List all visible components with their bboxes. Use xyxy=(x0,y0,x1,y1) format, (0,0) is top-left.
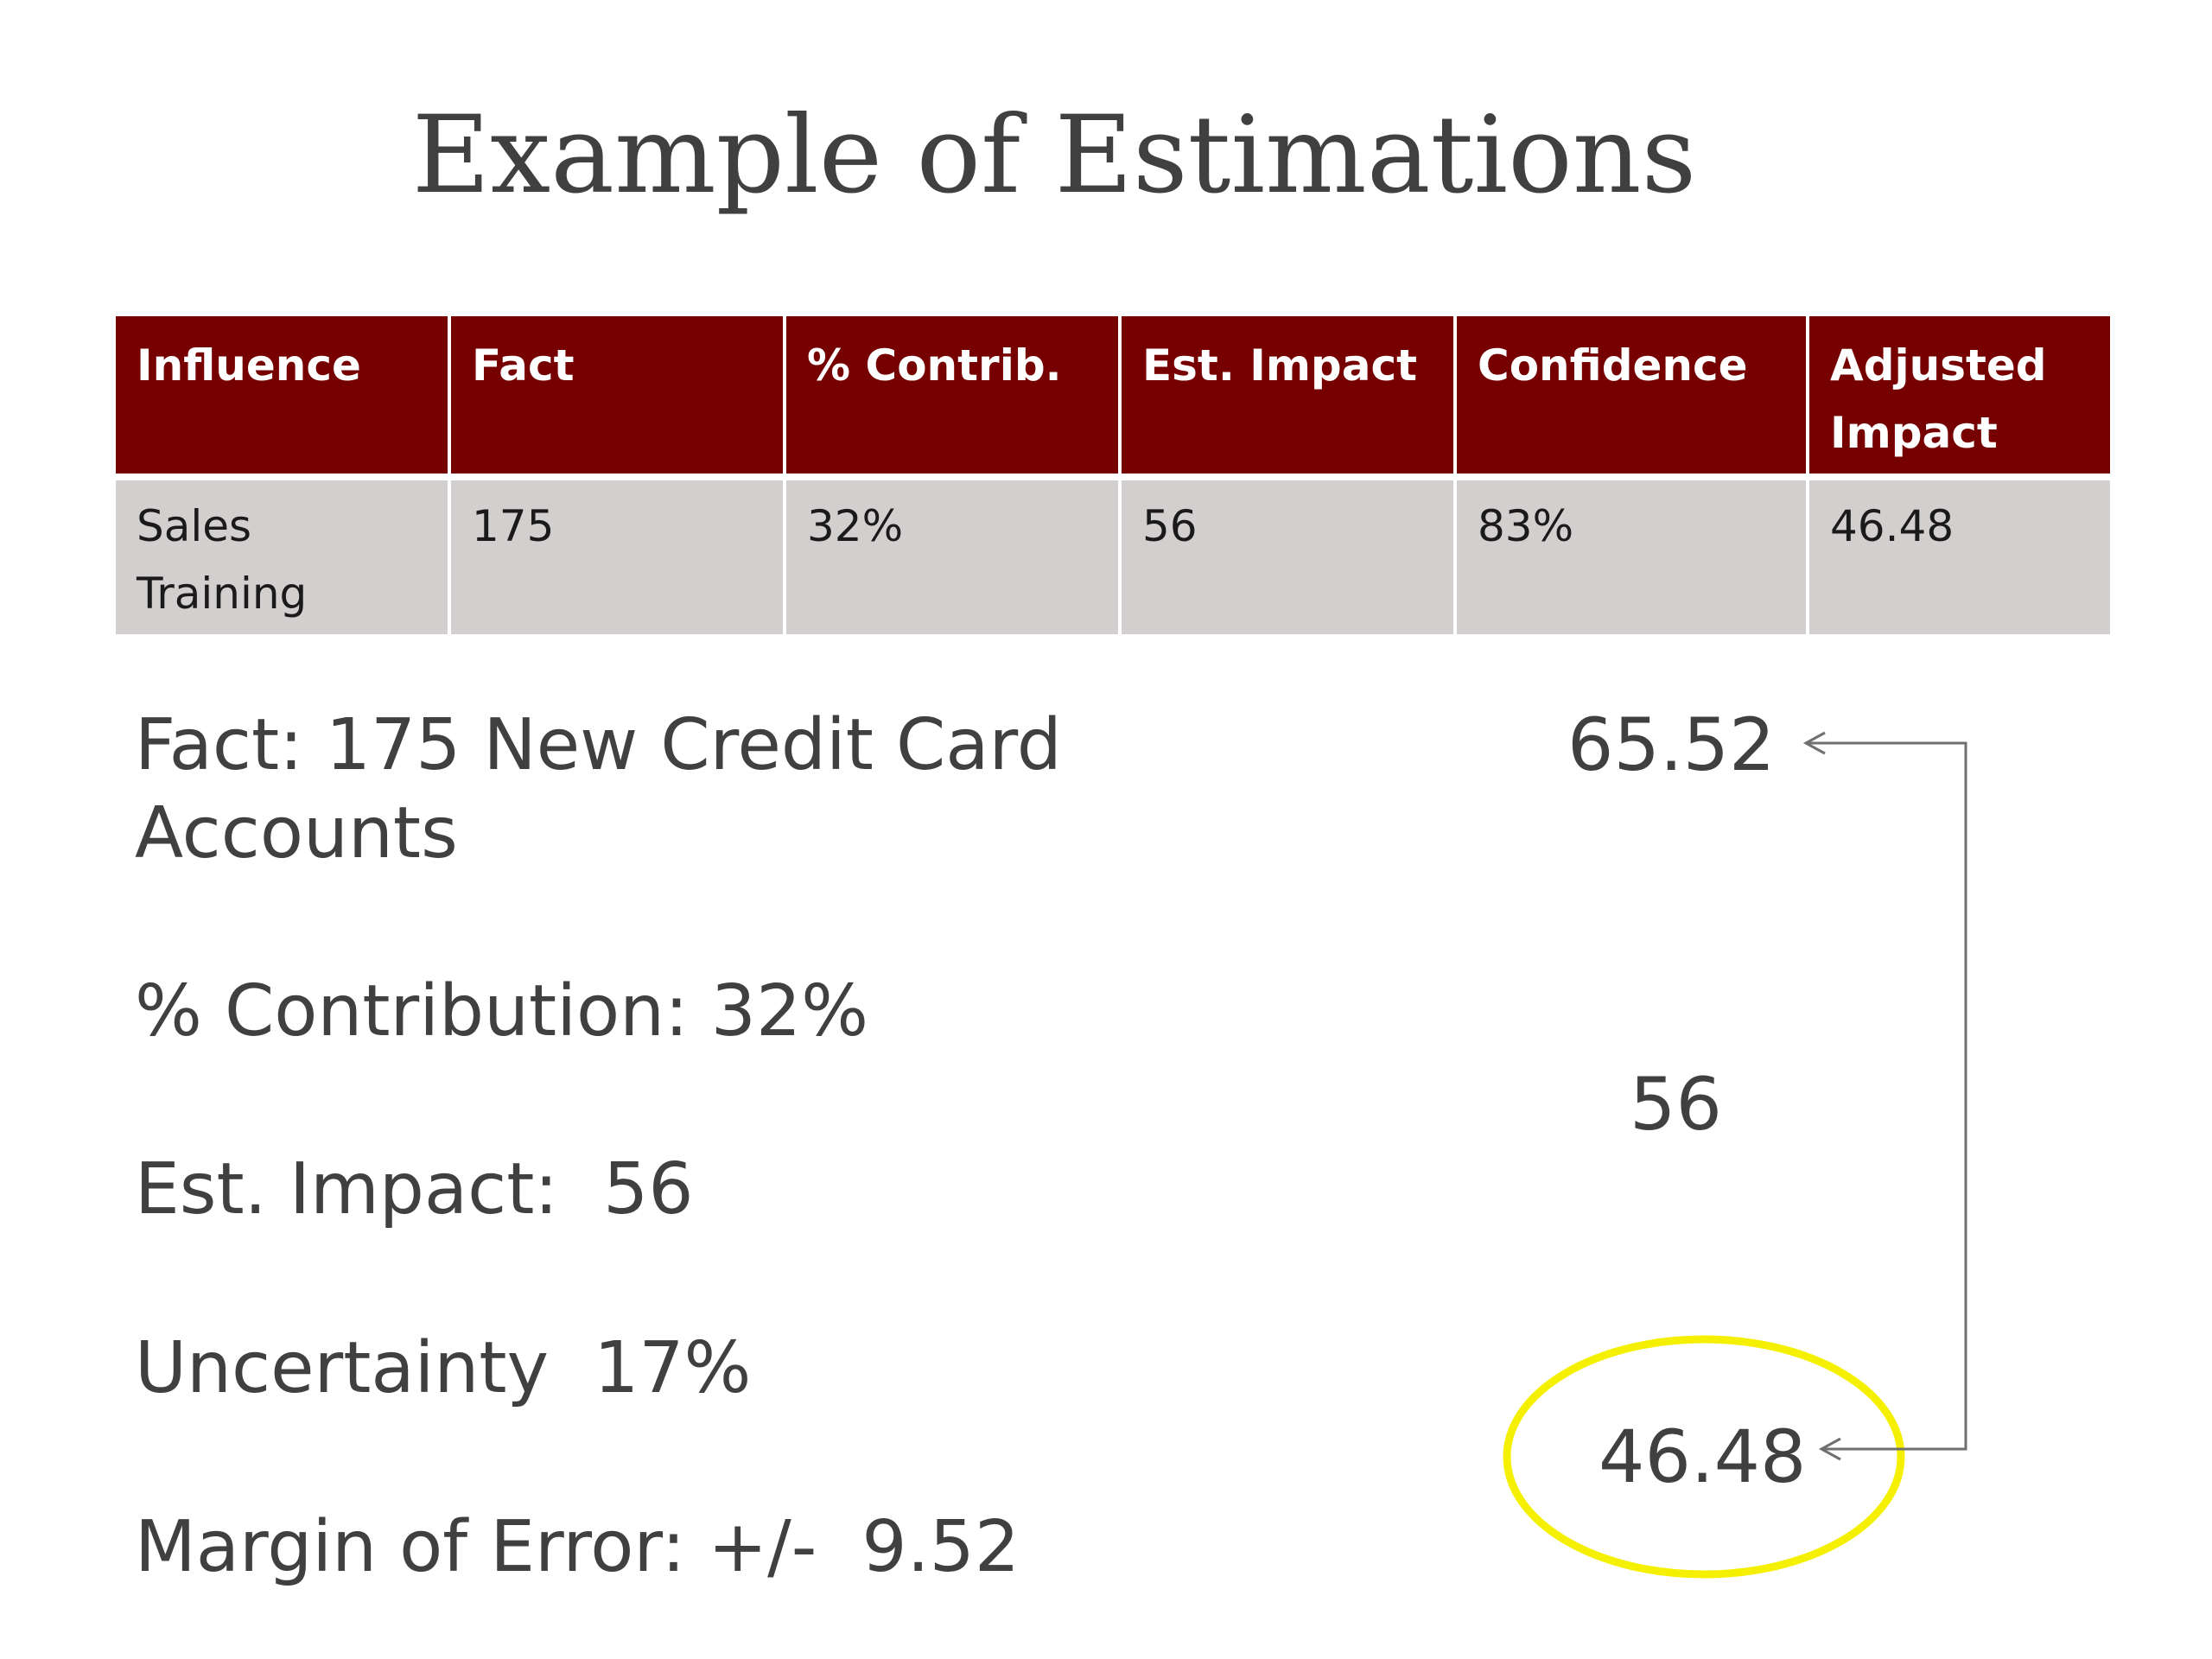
range-low-value: 46.48 xyxy=(1599,1414,1807,1499)
uncertainty-text: Uncertainty 17% xyxy=(135,1327,752,1409)
table-header-row: Influence Fact % Contrib. Est. Impact Co… xyxy=(116,316,2110,480)
range-high-value: 65.52 xyxy=(1567,702,1776,787)
header-confidence: Confidence xyxy=(1457,316,1806,480)
cell-influence: Sales Training xyxy=(116,480,448,634)
range-mid-value: 56 xyxy=(1630,1062,1722,1147)
estimation-table: Influence Fact % Contrib. Est. Impact Co… xyxy=(112,316,2113,634)
fact-text: Fact: 175 New Credit Card Accounts xyxy=(135,704,1062,874)
header-contribution: % Contrib. xyxy=(786,316,1118,480)
header-fact: Fact xyxy=(451,316,783,480)
cell-est-impact: 56 xyxy=(1122,480,1453,634)
est-impact-text: Est. Impact: 56 xyxy=(135,1148,694,1230)
slide-title: Example of Estimations xyxy=(411,93,1697,218)
header-influence: Influence xyxy=(116,316,448,480)
header-adjusted-impact: Adjusted Impact xyxy=(1809,316,2110,480)
cell-adjusted-impact: 46.48 xyxy=(1809,480,2110,634)
cell-contribution: 32% xyxy=(786,480,1118,634)
margin-of-error-text: Margin of Error: +/- 9.52 xyxy=(135,1506,1020,1588)
table-row: Sales Training 175 32% 56 83% 46.48 xyxy=(116,480,2110,634)
highlight-ellipse xyxy=(1503,1335,1905,1579)
arrow-head-high-icon xyxy=(1802,731,1826,755)
range-bracket-line xyxy=(1806,741,1967,1451)
header-est-impact: Est. Impact xyxy=(1122,316,1453,480)
cell-confidence: 83% xyxy=(1457,480,1806,634)
cell-fact: 175 xyxy=(451,480,783,634)
arrow-head-low-icon xyxy=(1818,1437,1841,1461)
contribution-text: % Contribution: 32% xyxy=(135,970,869,1052)
